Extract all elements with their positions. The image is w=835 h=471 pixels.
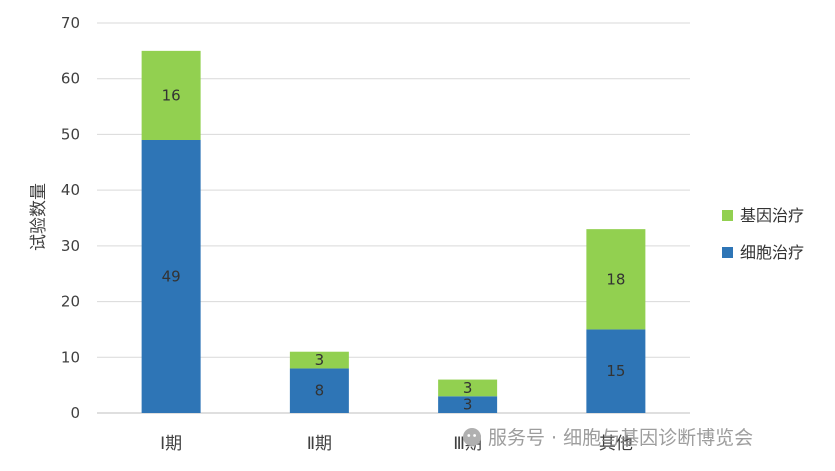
bar-segment [289,351,349,369]
y-tick-labels: 0 10 20 30 40 50 60 70 [61,14,80,422]
data-label: 49 [162,268,181,286]
data-label: 8 [315,382,325,400]
y-tick-label: 0 [70,404,80,422]
y-tick-label: 50 [61,125,80,143]
data-label: 3 [463,379,473,397]
bars [141,50,646,413]
bar-segment [438,396,498,413]
data-label: 3 [463,396,473,414]
x-category-label: 其他 [599,434,633,454]
y-tick-label: 40 [61,181,80,199]
bar-segment [141,140,201,413]
bar-segment [586,229,646,330]
y-tick-label: 10 [61,348,80,366]
data-label: 16 [162,86,181,104]
bar-segment [289,368,349,413]
legend-label: 细胞治疗 [740,243,804,262]
watermark-text: 服务号 · 细胞与基因诊断博览会 [488,427,753,449]
data-label: 3 [315,351,325,369]
y-tick-label: 30 [61,237,80,255]
data-label: 18 [606,270,625,288]
watermark: 服务号 · 细胞与基因诊断博览会 [463,427,753,449]
bar-segment [141,50,201,140]
data-label: 15 [606,362,625,380]
x-category-label: Ⅱ期 [307,434,332,454]
bar-segment [438,379,498,397]
x-category-label: Ⅰ期 [160,434,182,454]
y-tick-label: 70 [61,14,80,32]
y-tick-label: 20 [61,293,80,311]
bar-segment [586,329,646,413]
legend-label: 基因治疗 [740,206,804,225]
y-axis-title: 试验数量 [29,183,49,251]
wechat-logo-icon [463,428,481,446]
legend-swatch [722,247,733,258]
y-tick-label: 60 [61,70,80,88]
legend-swatch [722,210,733,221]
